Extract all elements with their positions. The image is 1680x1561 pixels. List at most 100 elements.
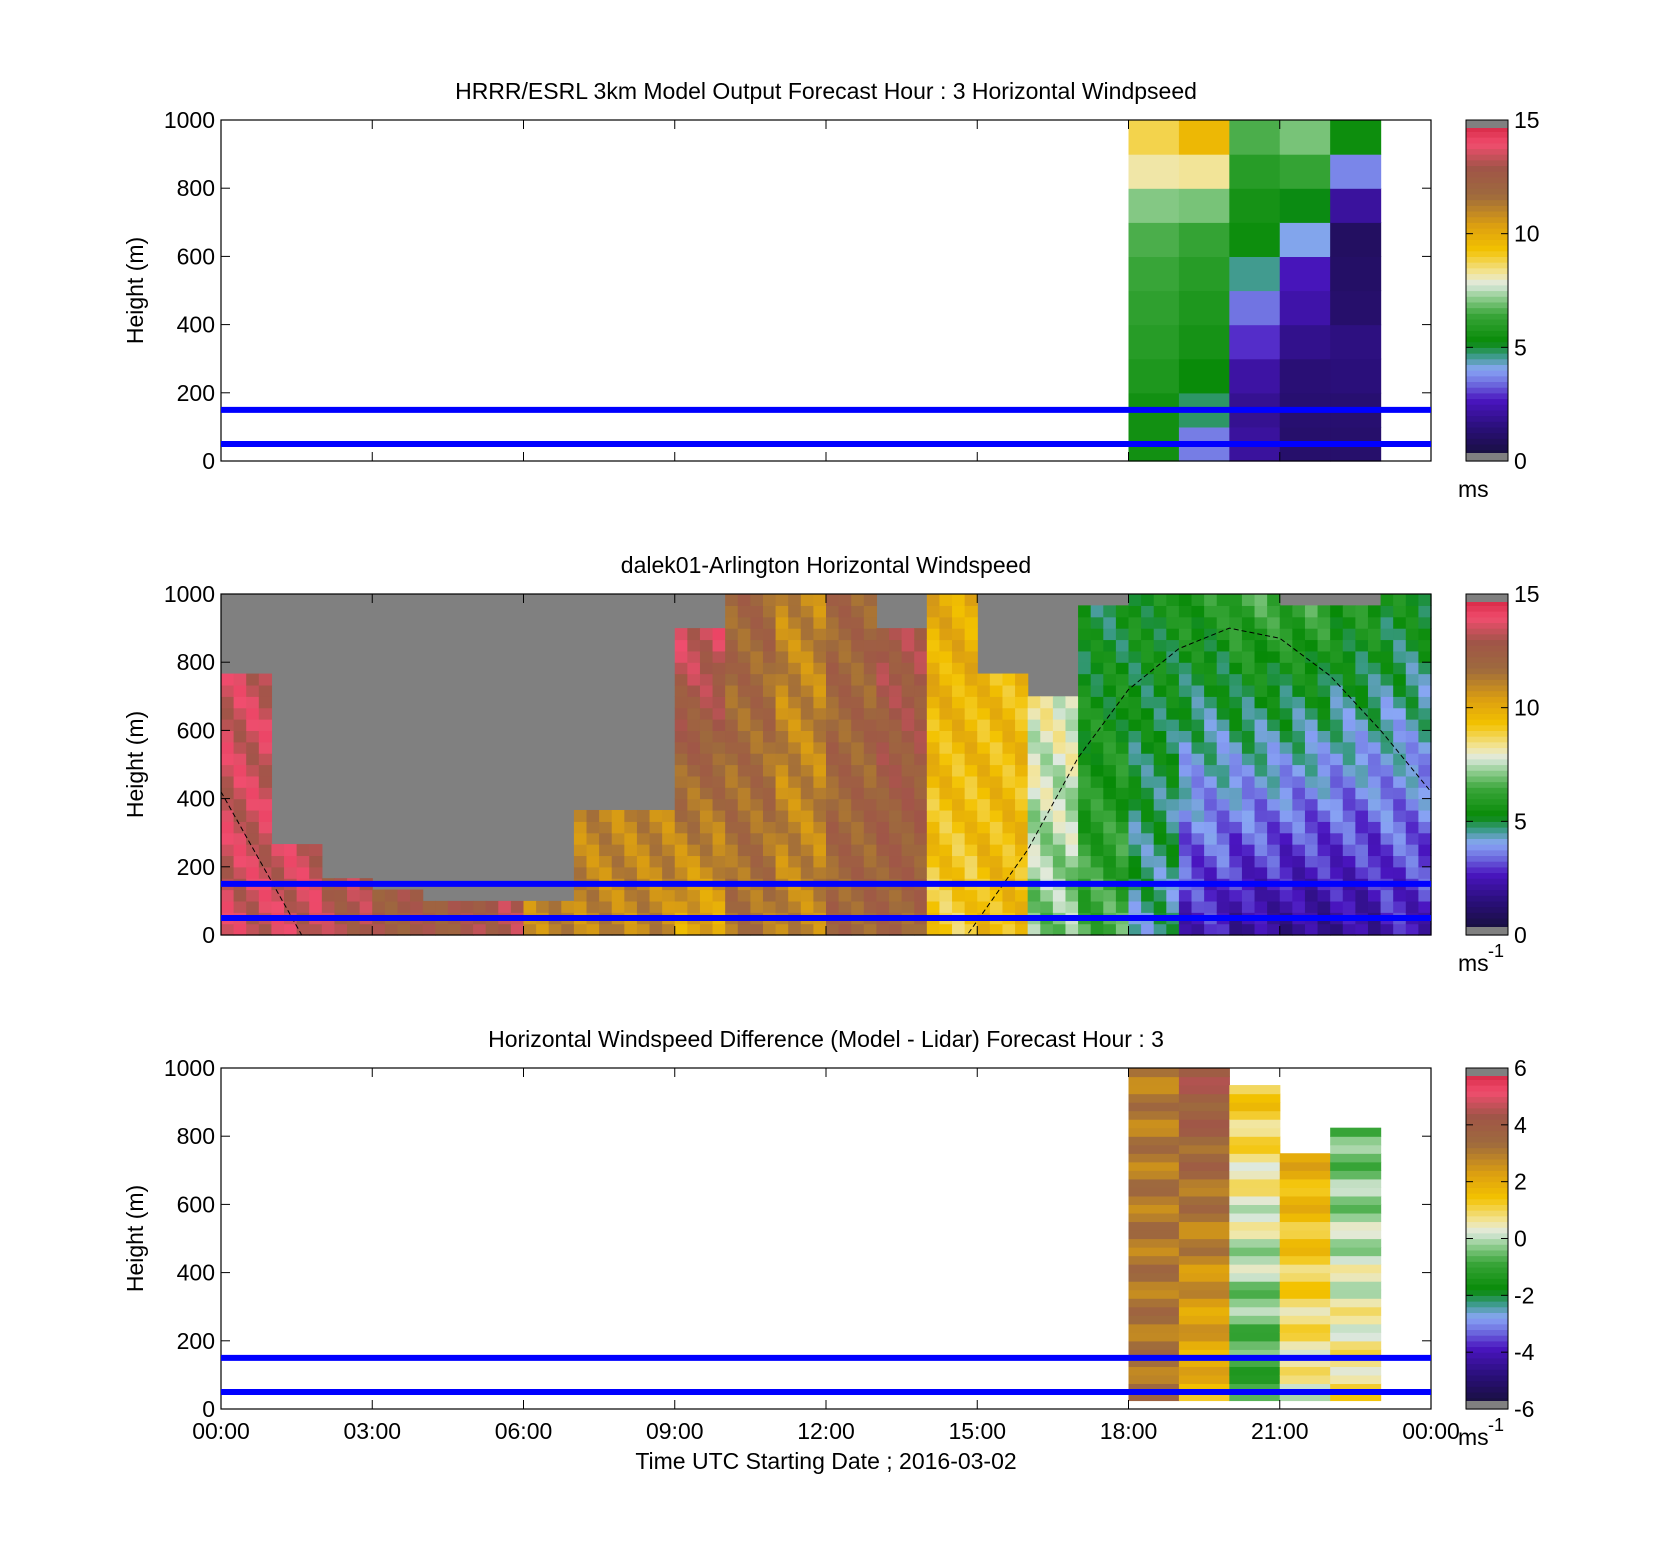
lidar-cell [964, 616, 978, 629]
lidar-cell [1216, 696, 1230, 709]
lidar-cell [1015, 741, 1029, 754]
lidar-cell [674, 673, 688, 686]
lidar-cell [1267, 798, 1281, 811]
lidar-cell [1078, 639, 1092, 652]
lidar-cell [1002, 707, 1016, 720]
lidar-cell [1103, 855, 1117, 868]
difference-cell [1279, 1306, 1331, 1316]
lidar-cell [863, 650, 878, 663]
lidar-cell [1115, 889, 1130, 902]
difference-cell [1330, 1247, 1382, 1257]
lidar-cell [1090, 832, 1104, 845]
lidar-cell [1367, 923, 1382, 936]
colorbar-tick-label: -6 [1514, 1396, 1534, 1422]
lidar-cell [1166, 616, 1180, 629]
lidar-cell [1178, 696, 1193, 709]
lidar-cell [901, 798, 915, 811]
lidar-cell [725, 639, 739, 652]
colorbar-segment [1466, 639, 1508, 646]
lidar-cell [788, 707, 802, 720]
lidar-cell [1204, 844, 1218, 857]
lidar-cell [1279, 821, 1293, 834]
lidar-cell [1128, 855, 1142, 868]
lidar-cell [1141, 753, 1155, 766]
lidar-cell [1317, 707, 1331, 720]
lidar-cell [1153, 684, 1167, 697]
lidar-cell [246, 741, 260, 754]
lidar-cell [863, 594, 878, 606]
difference-cell [1178, 1383, 1230, 1393]
model-cell [1330, 324, 1382, 360]
difference-cell [1279, 1340, 1331, 1350]
difference-cell [1178, 1212, 1230, 1223]
lidar-cell [611, 832, 625, 845]
lidar-cell [863, 844, 878, 857]
lidar-cell [1229, 764, 1243, 777]
lidar-cell [296, 900, 310, 913]
lidar-cell [863, 855, 878, 868]
colorbar-segment [1466, 889, 1508, 896]
lidar-cell [989, 844, 1004, 857]
lidar-cell [258, 707, 273, 720]
lidar-cell [1115, 605, 1130, 618]
lidar-cell [939, 719, 953, 731]
colorbar-segment [1466, 1210, 1508, 1217]
colorbar-segment [1466, 324, 1508, 331]
lidar-cell [1229, 809, 1243, 822]
lidar-cell [1367, 900, 1382, 913]
lidar-cell [800, 787, 814, 800]
lidar-cell [1204, 787, 1218, 800]
lidar-cell [1115, 639, 1130, 652]
difference-cell [1330, 1332, 1382, 1342]
y-tick-label: 800 [177, 175, 215, 201]
lidar-cell [611, 866, 625, 879]
lidar-cell [1141, 809, 1155, 822]
lidar-cell [838, 650, 852, 663]
lidar-cell [1267, 832, 1281, 845]
lidar-cell [1367, 639, 1382, 652]
lidar-cell [1027, 889, 1041, 902]
lidar-cell [1393, 594, 1407, 606]
lidar-cell [611, 889, 625, 902]
lidar-cell [964, 594, 978, 606]
lidar-cell [384, 923, 399, 936]
lidar-cell [1279, 673, 1293, 686]
lidar-cell [737, 855, 751, 868]
lidar-cell [1330, 730, 1344, 743]
lidar-cell [1128, 775, 1142, 788]
difference-cell [1128, 1119, 1180, 1129]
lidar-cell [1115, 616, 1130, 629]
lidar-cell [1216, 809, 1230, 822]
lidar-cell [926, 764, 941, 777]
lidar-cell [1065, 844, 1079, 857]
lidar-cell [788, 889, 802, 902]
lidar-cell [687, 628, 701, 641]
lidar-cell [863, 798, 878, 811]
lidar-cell [1090, 605, 1104, 618]
lidar-cell [788, 741, 802, 754]
lidar-cell [1216, 764, 1230, 777]
model-cell [1178, 154, 1230, 189]
lidar-cell [826, 605, 840, 618]
colorbar-segment [1466, 443, 1508, 451]
lidar-cell [1191, 696, 1205, 709]
lidar-cell [977, 923, 991, 936]
lidar-cell [573, 832, 588, 845]
lidar-cell [762, 673, 777, 686]
lidar-cell [1115, 855, 1130, 868]
lidar-cell [952, 639, 966, 652]
colorbar-segment [1466, 701, 1508, 709]
lidar-cell [674, 798, 688, 811]
lidar-cell [788, 764, 802, 777]
lidar-cell [1065, 764, 1079, 777]
lidar-cell [939, 821, 953, 834]
lidar-cell [674, 639, 688, 652]
lidar-cell [687, 673, 701, 686]
lidar-cell [1279, 707, 1293, 720]
lidar-cell [712, 832, 726, 845]
lidar-cell [662, 832, 676, 845]
lidar-cell [1027, 696, 1041, 709]
lidar-cell [1342, 866, 1356, 879]
difference-cell [1330, 1136, 1382, 1146]
